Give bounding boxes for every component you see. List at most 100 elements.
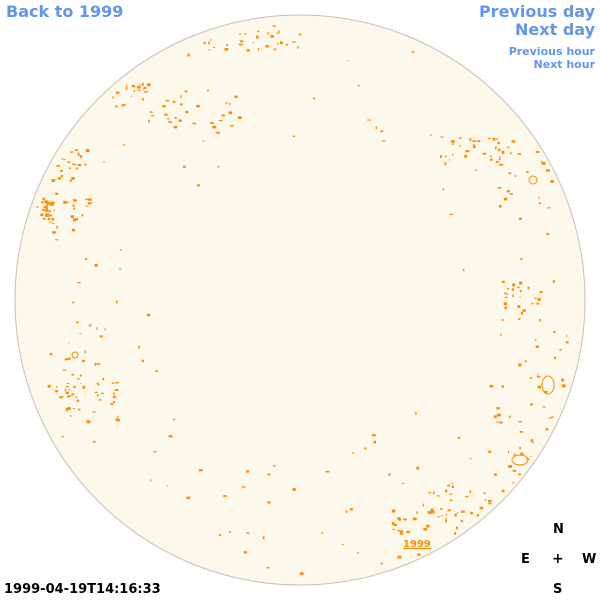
- contour-mark: [55, 386, 58, 388]
- previous-day-link[interactable]: Previous day: [478, 2, 595, 21]
- next-day-link[interactable]: Next day: [515, 20, 595, 39]
- contour-mark: [149, 111, 153, 113]
- contour-mark: [373, 440, 376, 444]
- contour-mark: [210, 122, 214, 124]
- contour-mark: [73, 218, 76, 222]
- compass-east-label: E: [521, 552, 530, 567]
- contour-mark: [141, 98, 144, 101]
- contour-mark: [49, 353, 53, 356]
- contour-mark: [441, 515, 443, 517]
- contour-mark: [172, 100, 176, 103]
- contour-mark: [57, 177, 62, 180]
- contour-mark: [72, 163, 76, 166]
- contour-mark: [519, 447, 521, 450]
- contour-mark: [406, 530, 410, 533]
- contour-mark: [511, 140, 516, 143]
- contour-mark: [67, 161, 71, 163]
- contour-mark: [51, 179, 56, 182]
- contour-mark: [51, 218, 55, 220]
- contour-mark: [44, 200, 48, 203]
- contour-mark: [550, 180, 554, 183]
- contour-mark: [144, 86, 147, 89]
- contour-mark: [489, 384, 494, 388]
- contour-mark: [76, 321, 79, 324]
- contour-mark: [92, 411, 96, 413]
- contour-mark: [203, 42, 206, 45]
- contour-mark: [113, 392, 115, 396]
- contour-mark: [540, 161, 543, 163]
- contour-layer: [36, 25, 569, 575]
- contour-mark: [48, 214, 53, 217]
- contour-mark: [388, 473, 391, 476]
- contour-mark: [488, 450, 492, 453]
- contour-mark: [150, 479, 152, 482]
- back-to-year-link[interactable]: Back to 1999: [6, 2, 124, 21]
- contour-mark: [144, 91, 148, 93]
- year-link[interactable]: 1999: [403, 539, 431, 550]
- contour-mark: [196, 104, 200, 108]
- contour-mark: [49, 204, 54, 206]
- contour-mark: [84, 350, 86, 354]
- contour-mark: [273, 48, 277, 51]
- contour-mark: [162, 104, 166, 108]
- contour-mark: [532, 441, 534, 444]
- contour-mark: [239, 33, 241, 35]
- contour-mark: [428, 492, 432, 494]
- contour-mark: [183, 165, 186, 168]
- contour-mark: [85, 149, 90, 152]
- previous-hour-link[interactable]: Previous hour: [508, 45, 595, 58]
- compass-center-marker: +: [552, 551, 564, 567]
- contour-mark: [84, 258, 88, 260]
- contour-mark: [544, 390, 548, 394]
- contour-mark: [111, 382, 115, 384]
- contour-mark: [449, 493, 453, 495]
- contour-mark: [454, 513, 457, 517]
- contour-mark: [445, 155, 447, 158]
- contour-mark: [61, 436, 64, 438]
- contour-mark: [212, 125, 217, 129]
- contour-mark: [246, 470, 249, 473]
- contour-mark: [537, 298, 541, 301]
- contour-mark: [519, 281, 523, 285]
- contour-mark: [452, 153, 454, 156]
- contour-mark: [537, 373, 539, 375]
- contour-mark: [239, 40, 244, 43]
- contour-mark: [131, 85, 135, 87]
- contour-mark: [110, 403, 114, 405]
- contour-mark: [112, 396, 117, 398]
- contour-mark: [402, 482, 404, 485]
- contour-mark: [520, 258, 523, 260]
- contour-mark: [94, 391, 98, 393]
- contour-mark: [121, 105, 124, 107]
- contour-mark: [449, 159, 451, 161]
- contour-mark: [530, 455, 532, 458]
- next-hour-link[interactable]: Next hour: [533, 58, 596, 71]
- contour-mark: [488, 503, 492, 505]
- contour-mark: [73, 207, 75, 211]
- contour-mark: [44, 205, 47, 208]
- contour-mark: [456, 512, 458, 514]
- contour-mark: [299, 572, 304, 575]
- contour-mark: [422, 503, 424, 507]
- contour-mark: [133, 90, 135, 92]
- contour-mark: [243, 551, 248, 554]
- contour-mark: [68, 389, 71, 391]
- contour-mark: [415, 412, 417, 415]
- contour-mark: [451, 143, 455, 145]
- contour-mark: [412, 517, 417, 521]
- contour-mark: [68, 167, 71, 169]
- contour-mark: [447, 509, 451, 512]
- contour-mark: [451, 485, 454, 488]
- contour-mark: [487, 500, 492, 503]
- contour-mark: [522, 309, 526, 312]
- contour-mark: [501, 150, 505, 154]
- contour-mark: [495, 161, 500, 163]
- contour-mark: [296, 46, 299, 49]
- contour-mark: [73, 199, 77, 202]
- contour-mark: [75, 149, 78, 152]
- contour-mark: [217, 166, 220, 168]
- contour-mark: [440, 136, 444, 138]
- contour-mark: [50, 201, 55, 205]
- contour-mark: [352, 452, 354, 454]
